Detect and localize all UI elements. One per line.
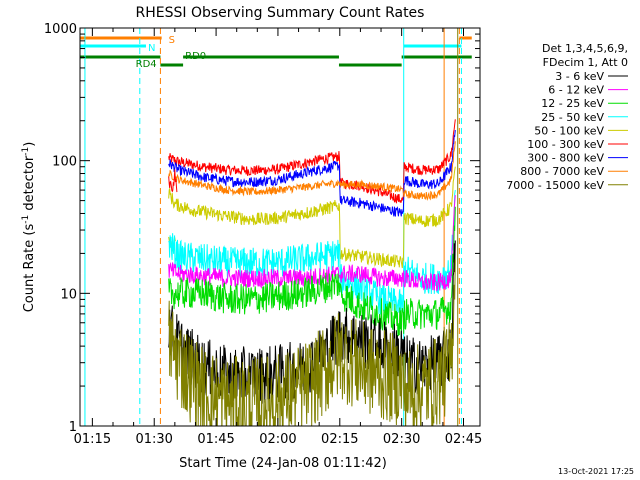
x-tick-label: 01:45	[197, 432, 234, 447]
legend: Det 1,3,4,5,6,9, FDecim 1, Att 0 3 - 6 k…	[506, 42, 628, 192]
axis-ticks: 01:15 01:30 01:45 02:00 02:15 02:30 02:45 1 10 10…	[44, 22, 482, 447]
legend-entry-label: 50 - 100 keV	[534, 124, 604, 137]
flag-label: N	[148, 43, 155, 54]
x-tick-label: 02:00	[259, 432, 296, 447]
plot-content: S N RD0 RD4	[80, 28, 472, 426]
x-tick-label: 02:45	[445, 432, 482, 447]
timestamp-footer: 13-Oct-2021 17:25	[558, 467, 634, 476]
legend-entry-label: 7000 - 15000 keV	[506, 179, 604, 192]
series-trace	[168, 240, 456, 405]
series-trace	[168, 119, 456, 204]
x-tick-label: 02:30	[383, 432, 420, 447]
legend-entry-label: 100 - 300 keV	[527, 138, 604, 151]
series-trace	[168, 166, 456, 269]
flag-label: RD0	[185, 51, 206, 62]
legend-header-decimation: FDecim 1, Att 0	[543, 56, 628, 69]
series-trace	[168, 169, 178, 193]
legend-entry-label: 6 - 12 keV	[548, 84, 604, 97]
legend-header-detectors: Det 1,3,4,5,6,9,	[542, 42, 628, 55]
y-label-part: detector	[22, 155, 37, 215]
series-trace	[168, 130, 456, 217]
y-tick-label: 10	[60, 287, 77, 302]
y-label-exponent: -1	[21, 215, 31, 224]
legend-entry-label: 3 - 6 keV	[555, 70, 604, 83]
x-axis-label: Start Time (24-Jan-08 01:11:42)	[179, 456, 387, 471]
y-label-exponent: -1	[21, 147, 31, 156]
series-trace	[168, 206, 456, 338]
legend-entry-label: 25 - 50 keV	[541, 111, 604, 124]
y-label-part: )	[22, 142, 37, 147]
chart-title: RHESSI Observing Summary Count Rates	[136, 5, 425, 21]
x-tick-label: 01:15	[74, 432, 111, 447]
legend-entry-label: 12 - 25 keV	[541, 97, 604, 110]
x-tick-label: 01:30	[135, 432, 172, 447]
y-label-part: Count Rate (s	[22, 224, 37, 313]
flag-label: S	[169, 35, 175, 46]
legend-entry-label: 300 - 800 keV	[527, 152, 604, 165]
y-tick-label: 1	[69, 420, 77, 435]
x-tick-label: 02:15	[321, 432, 358, 447]
flag-label: RD4	[136, 59, 157, 70]
y-axis-label: Count Rate (s-1 detector-1)	[21, 142, 37, 313]
y-tick-label: 1000	[44, 22, 77, 37]
legend-entry-label: 800 - 7000 keV	[520, 165, 604, 178]
plot-frame	[79, 27, 481, 427]
series-trace	[168, 190, 456, 318]
series-trace	[168, 141, 456, 201]
plot-clipped	[80, 28, 472, 426]
series-trace	[168, 259, 456, 426]
y-tick-label: 100	[52, 155, 77, 170]
